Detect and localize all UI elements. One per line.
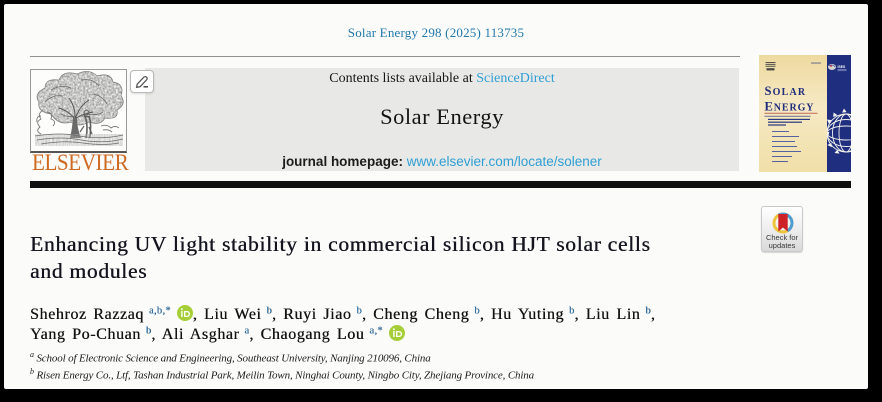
svg-text:SOLAR: SOLAR: [765, 84, 807, 98]
svg-text:ENERGY: ENERGY: [765, 100, 815, 114]
svg-text:ISES: ISES: [838, 65, 846, 69]
